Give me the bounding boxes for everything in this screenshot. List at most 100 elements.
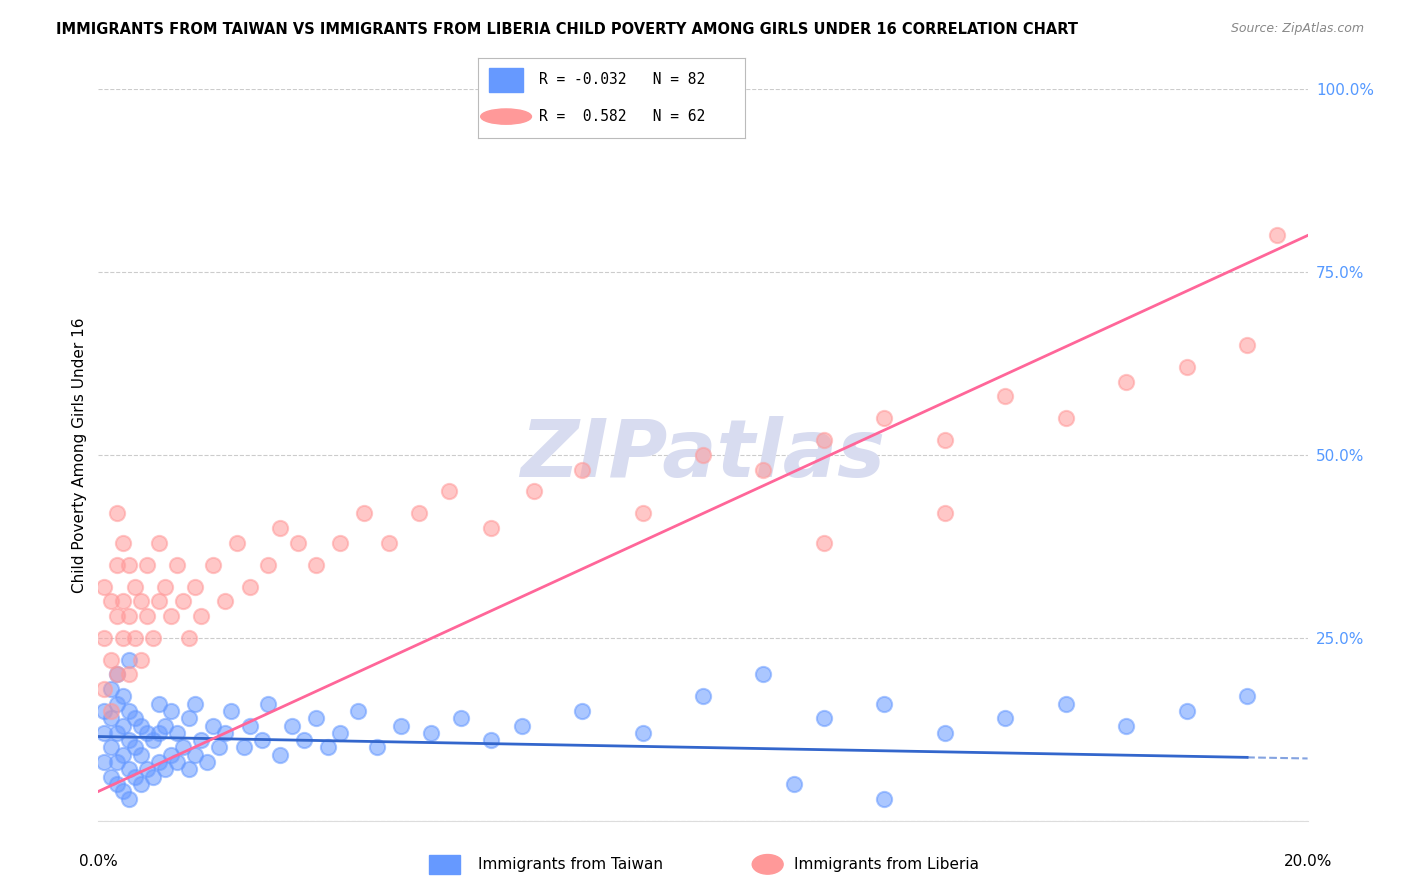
Point	[408, 507, 430, 521]
Point	[292, 733, 315, 747]
Point	[93, 704, 115, 718]
Point	[118, 791, 141, 805]
Point	[124, 711, 146, 725]
Point	[148, 755, 170, 769]
Point	[813, 711, 835, 725]
Point	[129, 747, 152, 762]
Circle shape	[481, 109, 531, 124]
Point	[214, 726, 236, 740]
Point	[100, 681, 122, 696]
Point	[172, 594, 194, 608]
Point	[1267, 228, 1289, 243]
Point	[118, 704, 141, 718]
Point	[366, 740, 388, 755]
Point	[105, 777, 128, 791]
Point	[813, 434, 835, 448]
Point	[752, 667, 775, 681]
Point	[118, 608, 141, 623]
Point	[184, 747, 207, 762]
Point	[1054, 697, 1077, 711]
Point	[269, 747, 291, 762]
Point	[190, 608, 212, 623]
Point	[105, 726, 128, 740]
Point	[481, 521, 503, 535]
Point	[994, 389, 1017, 403]
Point	[93, 580, 115, 594]
Point	[142, 770, 165, 784]
Point	[160, 747, 183, 762]
Point	[377, 535, 399, 549]
Point	[208, 740, 231, 755]
Point	[118, 667, 141, 681]
Point	[118, 733, 141, 747]
Point	[934, 726, 956, 740]
Point	[111, 747, 134, 762]
Point	[148, 697, 170, 711]
Point	[232, 740, 254, 755]
Point	[873, 697, 896, 711]
Point	[692, 448, 714, 462]
Point	[93, 631, 115, 645]
Point	[184, 697, 207, 711]
Text: 0.0%: 0.0%	[79, 854, 118, 869]
Point	[179, 631, 201, 645]
Point	[1054, 411, 1077, 425]
Point	[100, 711, 122, 725]
Point	[179, 711, 201, 725]
Point	[813, 535, 835, 549]
Point	[118, 763, 141, 777]
Point	[124, 631, 146, 645]
Point	[287, 535, 309, 549]
Point	[129, 653, 152, 667]
Text: ZIPatlas: ZIPatlas	[520, 416, 886, 494]
Point	[166, 558, 188, 572]
Point	[93, 681, 115, 696]
Point	[100, 740, 122, 755]
Point	[934, 507, 956, 521]
Point	[93, 755, 115, 769]
Point	[129, 777, 152, 791]
Bar	[489, 68, 523, 92]
Y-axis label: Child Poverty Among Girls Under 16: Child Poverty Among Girls Under 16	[72, 318, 87, 592]
Point	[118, 558, 141, 572]
Point	[783, 777, 806, 791]
Point	[250, 733, 273, 747]
Point	[105, 507, 128, 521]
Point	[105, 558, 128, 572]
Point	[135, 726, 157, 740]
Point	[692, 690, 714, 704]
Point	[214, 594, 236, 608]
Point	[481, 733, 503, 747]
Text: R =  0.582   N = 62: R = 0.582 N = 62	[540, 109, 706, 124]
Point	[256, 697, 278, 711]
Point	[281, 718, 304, 732]
Point	[166, 726, 188, 740]
Point	[135, 558, 157, 572]
Point	[142, 631, 165, 645]
Point	[118, 653, 141, 667]
Point	[510, 718, 533, 732]
Point	[631, 726, 654, 740]
Point	[221, 704, 243, 718]
Point	[124, 580, 146, 594]
Point	[202, 718, 225, 732]
Circle shape	[752, 855, 783, 874]
Point	[256, 558, 278, 572]
Point	[135, 608, 157, 623]
Point	[353, 507, 375, 521]
Point	[111, 631, 134, 645]
Point	[105, 667, 128, 681]
Point	[166, 755, 188, 769]
Point	[184, 580, 207, 594]
Text: 20.0%: 20.0%	[1284, 854, 1331, 869]
Point	[571, 462, 593, 476]
Point	[129, 718, 152, 732]
Point	[111, 690, 134, 704]
Point	[111, 535, 134, 549]
Point	[269, 521, 291, 535]
Point	[100, 594, 122, 608]
Point	[190, 733, 212, 747]
Point	[1236, 690, 1258, 704]
Point	[934, 434, 956, 448]
Point	[329, 535, 352, 549]
